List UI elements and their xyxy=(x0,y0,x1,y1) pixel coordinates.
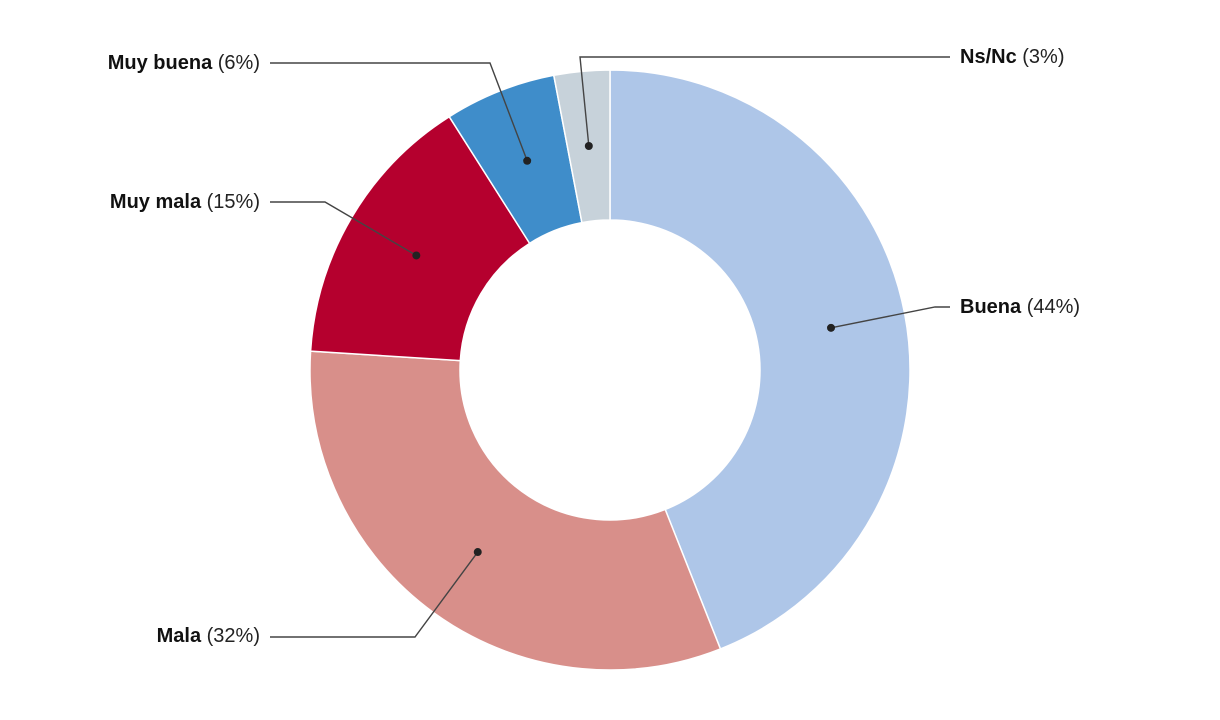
slice-name-ns-nc: Ns/Nc xyxy=(960,46,1017,68)
leader-line-muy-buena xyxy=(270,62,528,162)
leader-dot-ns-nc xyxy=(584,141,593,150)
slice-muy-mala xyxy=(309,115,531,362)
leader-line-mala xyxy=(270,551,479,638)
label-muy-buena: Muy buena (6%) xyxy=(108,51,260,75)
leader-dot-muy-mala xyxy=(412,251,421,260)
slice-pct-muy-buena: (6%) xyxy=(217,52,260,74)
slice-name-muy-buena: Muy buena xyxy=(107,52,213,74)
leader-dot-buena xyxy=(827,323,836,332)
leader-line-buena xyxy=(830,306,950,329)
slice-mala xyxy=(309,350,722,671)
label-buena: Buena (44%) xyxy=(960,295,1080,319)
slice-pct-ns-nc: (3%) xyxy=(1022,46,1065,68)
slice-pct-muy-mala: (15%) xyxy=(206,191,260,213)
slice-name-muy-mala: Muy mala xyxy=(109,191,202,213)
slice-name-buena: Buena xyxy=(960,296,1022,318)
slice-pct-buena: (44%) xyxy=(1026,296,1081,318)
leader-lines-group xyxy=(270,56,950,638)
leader-line-muy-mala xyxy=(270,201,417,257)
leader-line-ns-nc xyxy=(579,56,950,147)
leader-dot-mala xyxy=(473,548,482,557)
slice-pct-mala: (32%) xyxy=(206,625,260,647)
slice-buena xyxy=(609,69,911,650)
label-muy-mala: Muy mala (15%) xyxy=(110,190,260,214)
label-ns-nc: Ns/Nc (3%) xyxy=(960,45,1065,69)
label-mala: Mala (32%) xyxy=(157,624,260,648)
slice-ns-nc xyxy=(552,69,611,224)
leader-dot-muy-buena xyxy=(523,156,532,165)
slices-group xyxy=(309,69,911,671)
slice-name-mala: Mala xyxy=(156,625,202,647)
